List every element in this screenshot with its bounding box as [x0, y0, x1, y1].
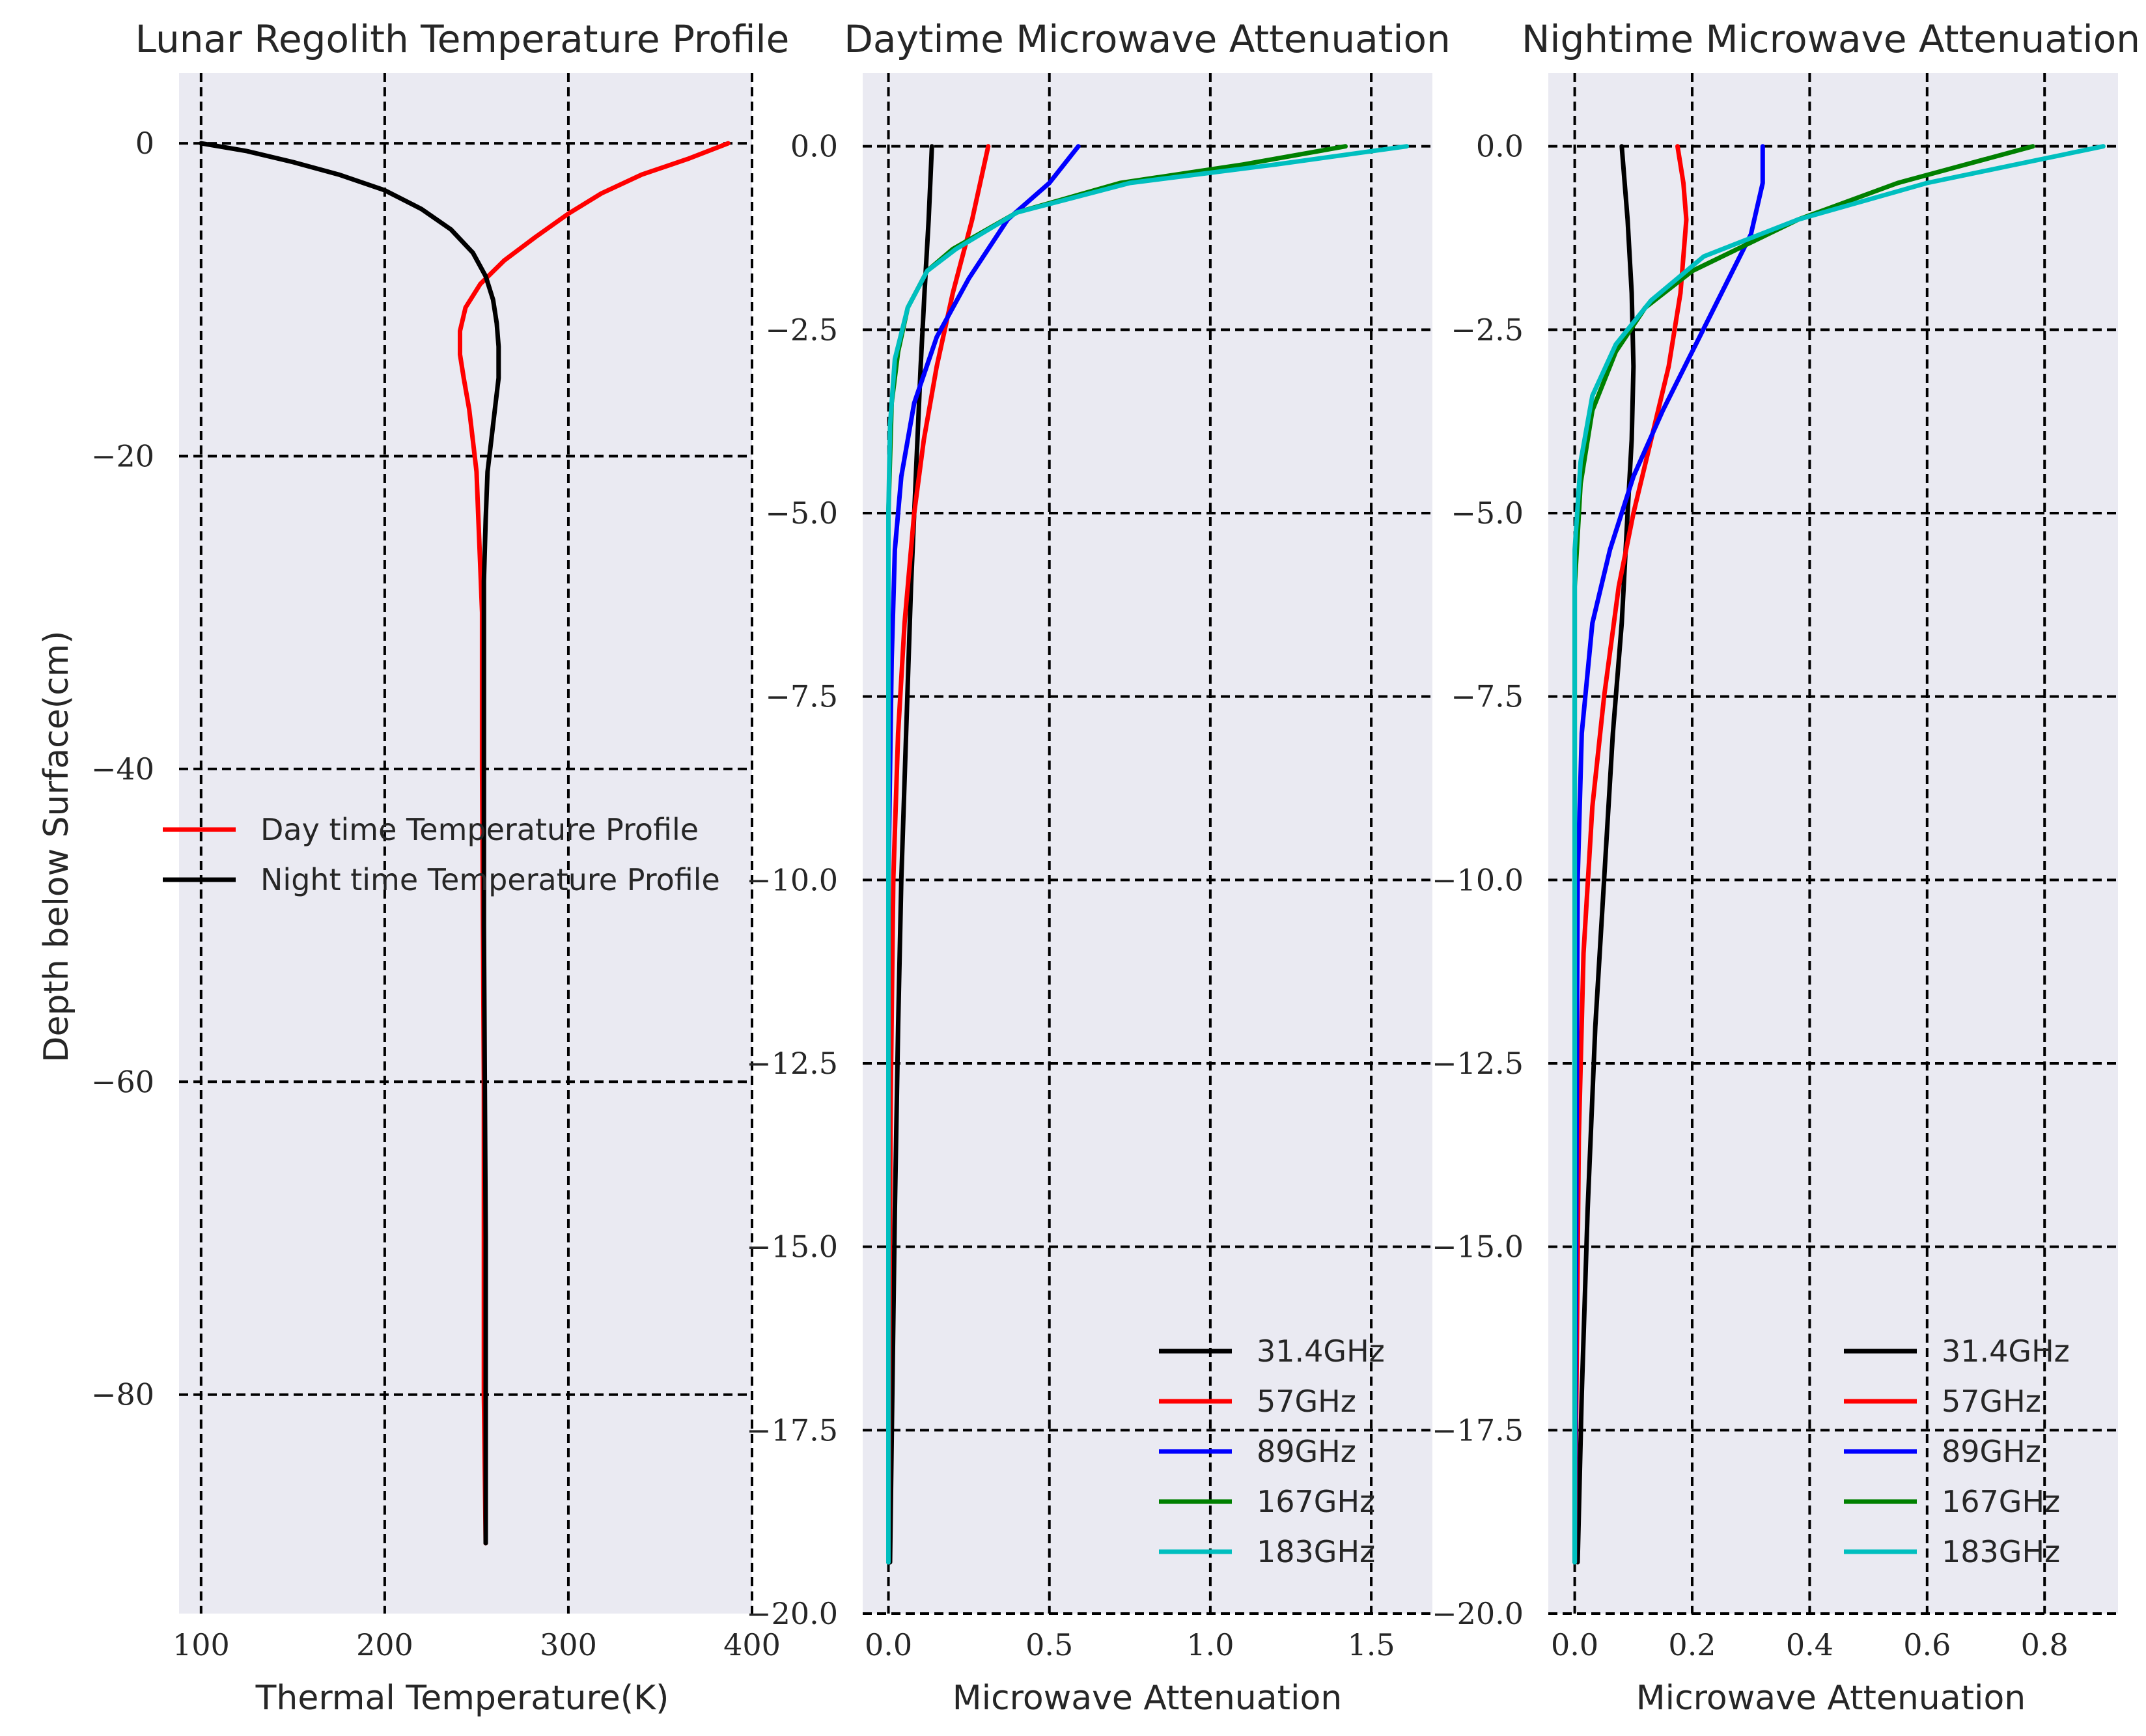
legend-label-167ghz: 167GHz [1257, 1484, 1375, 1519]
x-tick-label: 300 [540, 1627, 597, 1662]
y-tick-label: −20 [91, 438, 154, 473]
x-tick-label: 0.8 [2021, 1627, 2069, 1662]
x-tick-label: 0.2 [1668, 1627, 1716, 1662]
y-tick-label: −80 [91, 1377, 154, 1412]
legend: 31.4GHz 57GHz 89GHz 167GHz 183GHz [1159, 1334, 1385, 1569]
y-tick-label: −5.0 [765, 496, 838, 531]
x-tick-label: 400 [723, 1627, 781, 1662]
x-tick-label: 0.0 [1551, 1627, 1598, 1662]
daytime-attenuation-panel: 0.0 0.5 1.0 1.5 0.0 −2.5 −5.0 −7.5 −10.0 −12.5 −15… [746, 17, 1451, 1718]
legend-label-night-time-temperature-profile: Night time Temperature Profile [260, 862, 720, 897]
series-line-89ghz [1572, 144, 1765, 1565]
legend: 31.4GHz 57GHz 89GHz 167GHz 183GHz [1844, 1334, 2070, 1569]
x-tick-label: 1.5 [1347, 1627, 1395, 1662]
x-axis-label: Microwave Attenuation [1636, 1679, 2026, 1718]
legend-label-day-time-temperature-profile: Day time Temperature Profile [260, 812, 699, 847]
legend: Day time Temperature Profile Night time T… [163, 812, 720, 897]
y-tick-label: −15.0 [746, 1229, 838, 1265]
x-tick-label: 0.4 [1786, 1627, 1833, 1662]
y-tick-label: −7.5 [765, 679, 838, 714]
chart-title: Lunar Regolith Temperature Profile [135, 17, 790, 61]
plot-area [179, 73, 752, 1614]
legend-label-183ghz: 183GHz [1942, 1534, 2060, 1569]
y-tick-label: −10.0 [746, 862, 838, 897]
x-tick-label: 1.0 [1186, 1627, 1234, 1662]
nighttime-attenuation-panel: 0.0 0.2 0.4 0.6 0.8 0.0 −2.5 −5.0 −7.5 −10.0 −12.5… [1432, 17, 2140, 1718]
y-axis-label: Depth below Surface(cm) [37, 630, 76, 1062]
series-line-183ghz [1572, 144, 2106, 1565]
x-tick-label: 100 [173, 1627, 230, 1662]
series-line-57ghz [1572, 144, 1689, 1565]
x-tick-label: 0.0 [865, 1627, 912, 1662]
legend-label-57ghz: 57GHz [1942, 1384, 2041, 1419]
series-line-31-4ghz [887, 144, 934, 1565]
y-tick-label: −40 [91, 751, 154, 787]
y-tick-label: 0 [135, 126, 154, 161]
series-line-183ghz [886, 144, 1409, 1565]
x-tick-label: 200 [356, 1627, 413, 1662]
y-tick-label: −5.0 [1451, 496, 1524, 531]
y-tick-label: −20.0 [746, 1596, 838, 1631]
x-tick-label: 0.6 [1903, 1627, 1951, 1662]
y-tick-label: −2.5 [765, 312, 838, 347]
chart-title: Nightime Microwave Attenuation [1522, 17, 2140, 61]
y-tick-label: −17.5 [1432, 1412, 1524, 1448]
series-line-night-time-temperature-profile [199, 141, 501, 1546]
x-tick-label: 0.5 [1025, 1627, 1073, 1662]
legend-label-167ghz: 167GHz [1942, 1484, 2060, 1519]
legend-label-89ghz: 89GHz [1257, 1434, 1356, 1469]
legend-label-57ghz: 57GHz [1257, 1384, 1356, 1419]
chart-title: Daytime Microwave Attenuation [844, 17, 1451, 61]
x-axis-label: Microwave Attenuation [953, 1679, 1342, 1718]
y-tick-label: −12.5 [746, 1046, 838, 1081]
temperature-profile-panel: 100 200 300 400 0 −20 −40 −60 −80 Lunar Regolith … [37, 17, 789, 1718]
legend-label-31-4ghz: 31.4GHz [1942, 1334, 2070, 1369]
legend-label-183ghz: 183GHz [1257, 1534, 1375, 1569]
x-axis-label: Thermal Temperature(K) [255, 1679, 669, 1718]
legend-label-89ghz: 89GHz [1942, 1434, 2041, 1469]
legend-label-31-4ghz: 31.4GHz [1257, 1334, 1385, 1369]
y-tick-label: −20.0 [1432, 1596, 1524, 1631]
series-line-31-4ghz [1575, 144, 1636, 1565]
y-tick-label: −12.5 [1432, 1046, 1524, 1081]
y-tick-label: −15.0 [1432, 1229, 1524, 1265]
y-tick-label: −7.5 [1451, 679, 1524, 714]
y-tick-label: −17.5 [746, 1412, 838, 1448]
y-tick-label: −2.5 [1451, 312, 1524, 347]
y-tick-label: −60 [91, 1064, 154, 1099]
y-tick-label: −10.0 [1432, 862, 1524, 897]
y-tick-label: 0.0 [790, 129, 838, 164]
y-tick-label: 0.0 [1476, 129, 1524, 164]
